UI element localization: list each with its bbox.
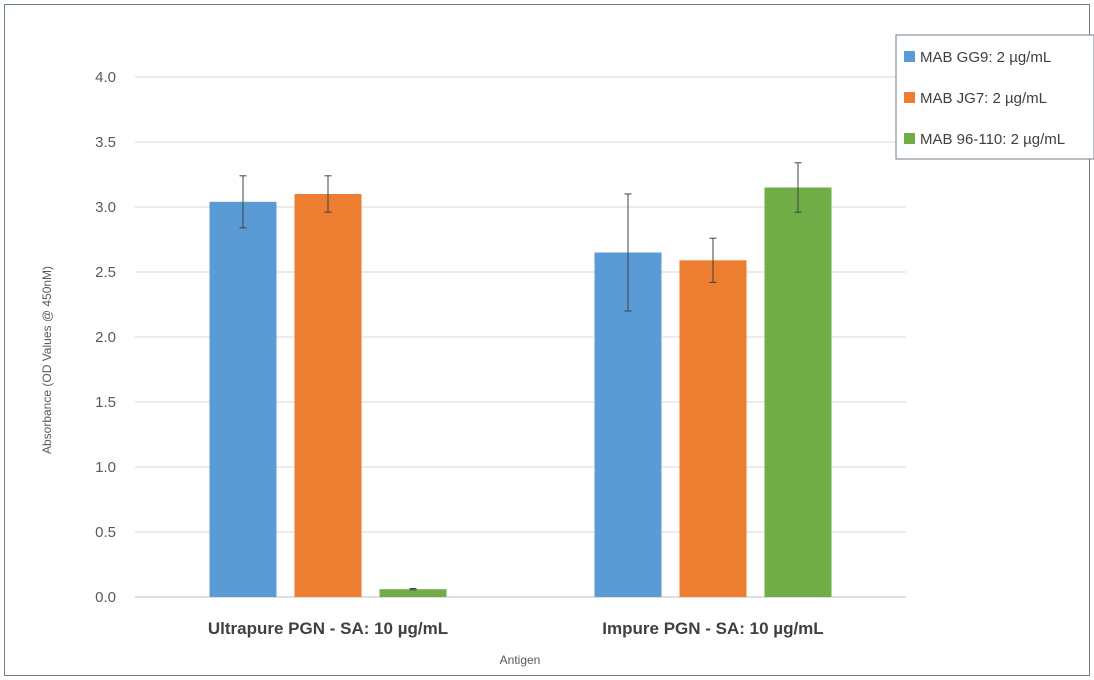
bar (210, 202, 277, 597)
x-category-label: Ultrapure PGN - SA: 10 µg/mL (208, 619, 448, 638)
x-axis-categories: Ultrapure PGN - SA: 10 µg/mL Impure PGN -… (208, 619, 824, 638)
y-axis-ticks: 0.0 0.5 1.0 1.5 2.0 2.5 3.0 3.5 4.0 (95, 69, 116, 606)
y-tick-label: 2.0 (95, 329, 116, 346)
legend: MAB GG9: 2 µg/mL MAB JG7: 2 µg/mL MAB 96-1… (896, 35, 1094, 159)
legend-swatch (904, 51, 915, 62)
y-tick-label: 3.0 (95, 199, 116, 216)
bar (380, 589, 447, 597)
bar (765, 188, 832, 598)
y-tick-label: 4.0 (95, 69, 116, 86)
bars (210, 188, 832, 598)
bar (295, 194, 362, 597)
legend-swatch (904, 92, 915, 103)
y-tick-label: 1.5 (95, 394, 116, 411)
y-tick-label: 3.5 (95, 134, 116, 151)
x-category-label: Impure PGN - SA: 10 µg/mL (602, 619, 823, 638)
legend-swatch (904, 133, 915, 144)
bar (680, 260, 747, 597)
x-axis-title: Antigen (500, 653, 541, 667)
y-axis-title: Absorbance (OD Values @ 450nM) (40, 266, 54, 454)
legend-label: MAB 96-110: 2 µg/mL (920, 131, 1065, 148)
y-tick-label: 2.5 (95, 264, 116, 281)
y-tick-label: 1.0 (95, 459, 116, 476)
legend-label: MAB GG9: 2 µg/mL (920, 49, 1051, 66)
y-tick-label: 0.0 (95, 589, 116, 606)
y-tick-label: 0.5 (95, 524, 116, 541)
legend-label: MAB JG7: 2 µg/mL (920, 90, 1047, 107)
